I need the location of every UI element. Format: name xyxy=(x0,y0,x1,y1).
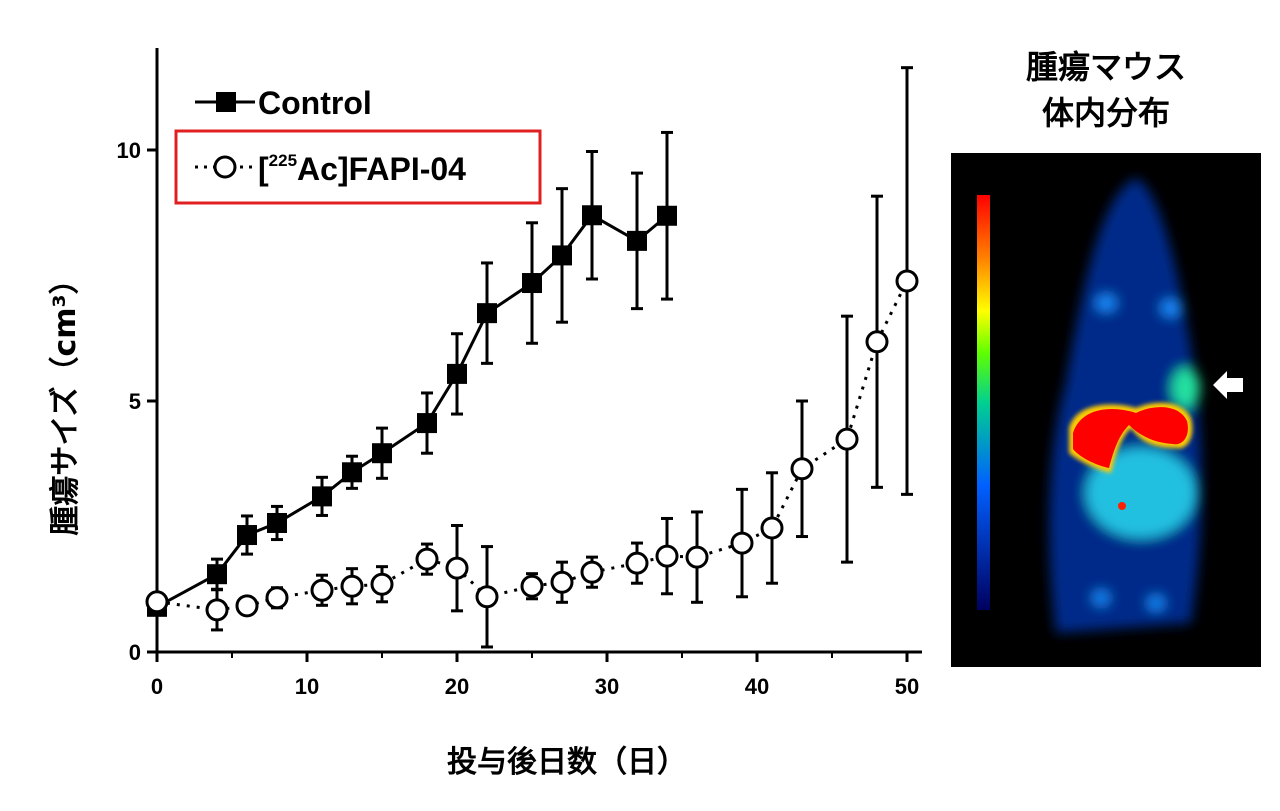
data-point xyxy=(552,245,572,266)
series-line xyxy=(156,280,909,612)
data-point xyxy=(520,574,544,598)
pet-scan-image xyxy=(951,153,1261,667)
x-tick-label: 10 xyxy=(295,674,319,699)
legend-control-marker xyxy=(216,92,236,112)
data-point xyxy=(207,564,227,585)
data-point xyxy=(370,572,394,596)
color-scale-bar xyxy=(977,195,990,610)
data-point xyxy=(790,457,814,481)
data-point xyxy=(237,525,257,546)
arrow-left-icon xyxy=(1213,371,1243,399)
data-point xyxy=(340,574,364,598)
legend-highlight-box xyxy=(174,129,542,205)
y-tick-label: 0 xyxy=(129,640,141,665)
y-tick-label: 5 xyxy=(129,389,141,414)
data-point xyxy=(205,598,229,622)
data-point xyxy=(625,551,649,575)
data-point xyxy=(447,363,467,384)
data-point xyxy=(550,570,574,594)
image-title-line1: 腫瘍マウス xyxy=(1025,48,1186,86)
data-point xyxy=(657,205,677,226)
data-point xyxy=(417,413,437,434)
data-point xyxy=(730,531,754,555)
image-title-line2: 体内分布 xyxy=(1041,94,1170,132)
series-fapi xyxy=(145,66,919,649)
data-point xyxy=(835,427,859,451)
data-point xyxy=(445,556,469,580)
legend-fapi-marker xyxy=(213,155,237,179)
data-point xyxy=(312,486,332,507)
data-point xyxy=(522,273,542,294)
x-tick-label: 50 xyxy=(895,674,919,699)
data-point xyxy=(580,560,604,584)
data-point xyxy=(627,230,647,251)
legend-control-label: Control xyxy=(258,85,372,121)
data-point xyxy=(235,594,259,618)
data-point xyxy=(477,303,497,324)
data-point xyxy=(372,443,392,464)
data-point xyxy=(865,330,889,354)
y-tick-label: 10 xyxy=(117,138,141,163)
legend-fapi-label: [225Ac]FAPI-04 xyxy=(258,151,466,187)
data-point xyxy=(685,545,709,569)
data-point xyxy=(145,590,169,614)
data-point xyxy=(895,269,919,293)
data-point xyxy=(310,578,334,602)
x-tick-label: 0 xyxy=(151,674,163,699)
x-tick-label: 20 xyxy=(445,674,469,699)
data-point xyxy=(475,585,499,609)
data-point xyxy=(415,547,439,571)
image-panel-title: 腫瘍マウス 体内分布 xyxy=(951,44,1261,136)
data-point xyxy=(760,516,784,540)
data-point xyxy=(342,462,362,483)
y-axis-label: 腫瘍サイズ（cm³） xyxy=(48,264,83,535)
data-point xyxy=(267,512,287,533)
legend: Control [225Ac]FAPI-04 xyxy=(174,85,542,205)
data-point xyxy=(655,544,679,568)
data-point xyxy=(265,586,289,610)
mouse-body xyxy=(1049,178,1202,633)
data-point xyxy=(582,205,602,226)
series-control xyxy=(147,130,677,617)
x-tick-label: 30 xyxy=(595,674,619,699)
x-axis-label: 投与後日数（日） xyxy=(447,745,687,780)
liver-uptake xyxy=(1073,407,1188,468)
x-tick-label: 40 xyxy=(745,674,769,699)
